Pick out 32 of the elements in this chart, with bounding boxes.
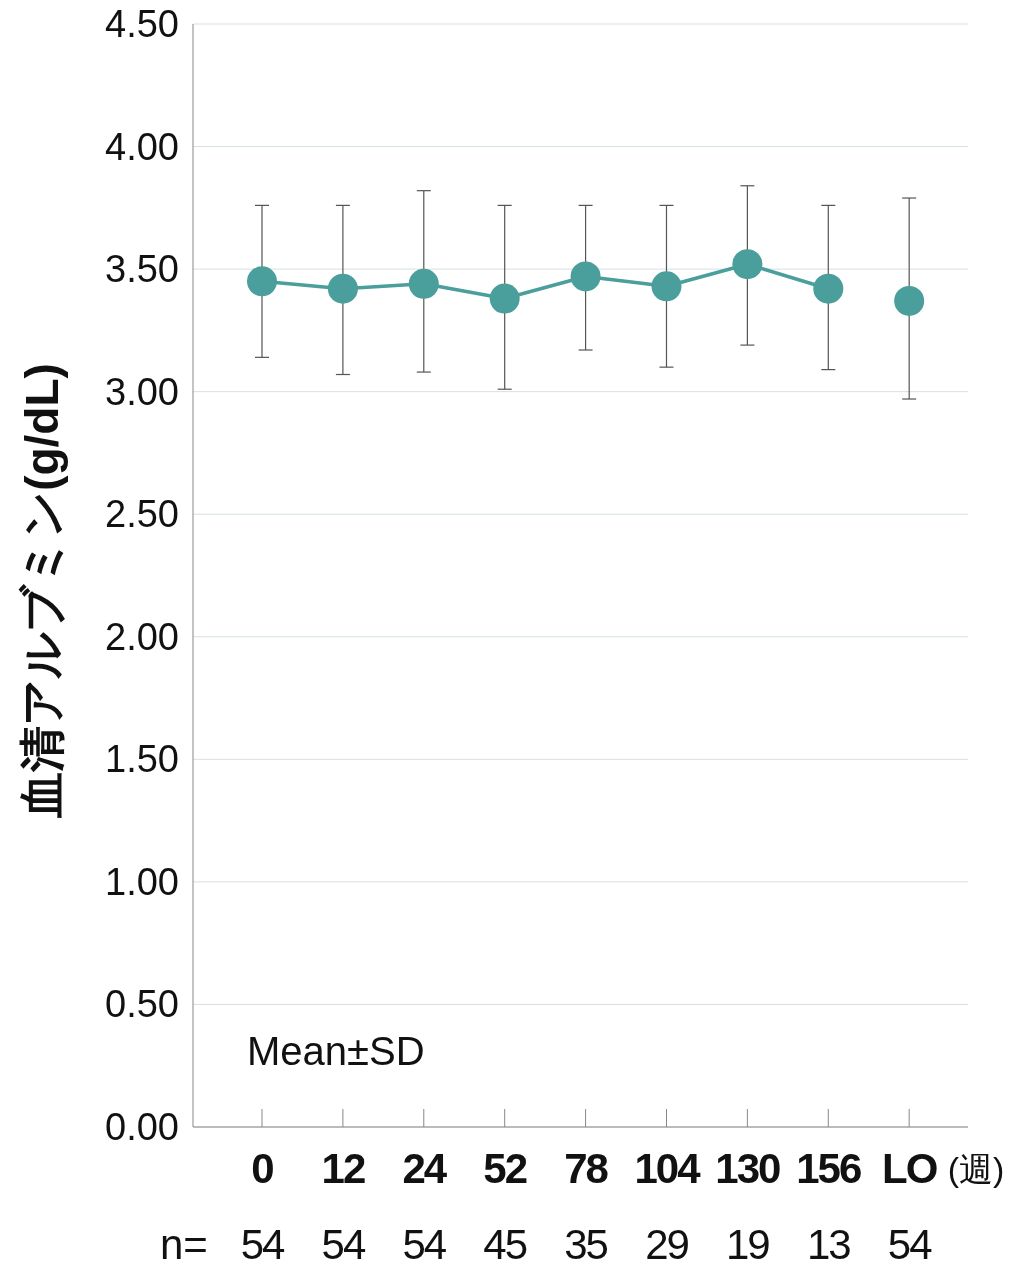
text: 29 [645, 1221, 689, 1268]
x-tick-label: 78 [564, 1145, 609, 1192]
text: 19 [726, 1221, 770, 1268]
y-tick-label: 3.50 [105, 248, 179, 291]
x-tick-label: 52 [483, 1145, 527, 1192]
x-tick-label: 156 [796, 1145, 861, 1192]
x-tick-label: 24 [402, 1145, 448, 1192]
text: 13 [806, 1221, 851, 1268]
y-tick-label: 0.00 [105, 1106, 179, 1148]
text: n= [160, 1221, 208, 1268]
text: 54 [321, 1221, 366, 1268]
y-tick-label: 2.00 [105, 615, 179, 658]
x-tick-label: 104 [634, 1145, 702, 1192]
text: 54 [240, 1221, 285, 1268]
x-axis-title: (週) [947, 1150, 1005, 1188]
x-tick-label: 12 [321, 1145, 365, 1192]
y-tick-label: 1.00 [105, 860, 179, 903]
text: 54 [887, 1221, 933, 1268]
y-tick-label: 1.50 [105, 738, 179, 781]
y-tick-label: 3.00 [105, 370, 179, 413]
y-tick-label: 2.50 [105, 493, 179, 536]
y-tick-label: 4.00 [105, 125, 179, 168]
y-tick-label: 0.50 [105, 983, 179, 1026]
text: 54 [402, 1221, 447, 1268]
x-tick-label: 130 [715, 1145, 781, 1192]
text: 35 [564, 1221, 608, 1268]
annotation: Mean±SD [247, 1029, 425, 1073]
y-tick-label: 4.50 [105, 3, 179, 45]
y-axis-title: 血清アルブミン(g/dL) [16, 363, 68, 819]
x-tick-label: LO [882, 1145, 937, 1192]
text: 45 [483, 1221, 527, 1268]
x-tick-label: 0 [251, 1145, 274, 1192]
